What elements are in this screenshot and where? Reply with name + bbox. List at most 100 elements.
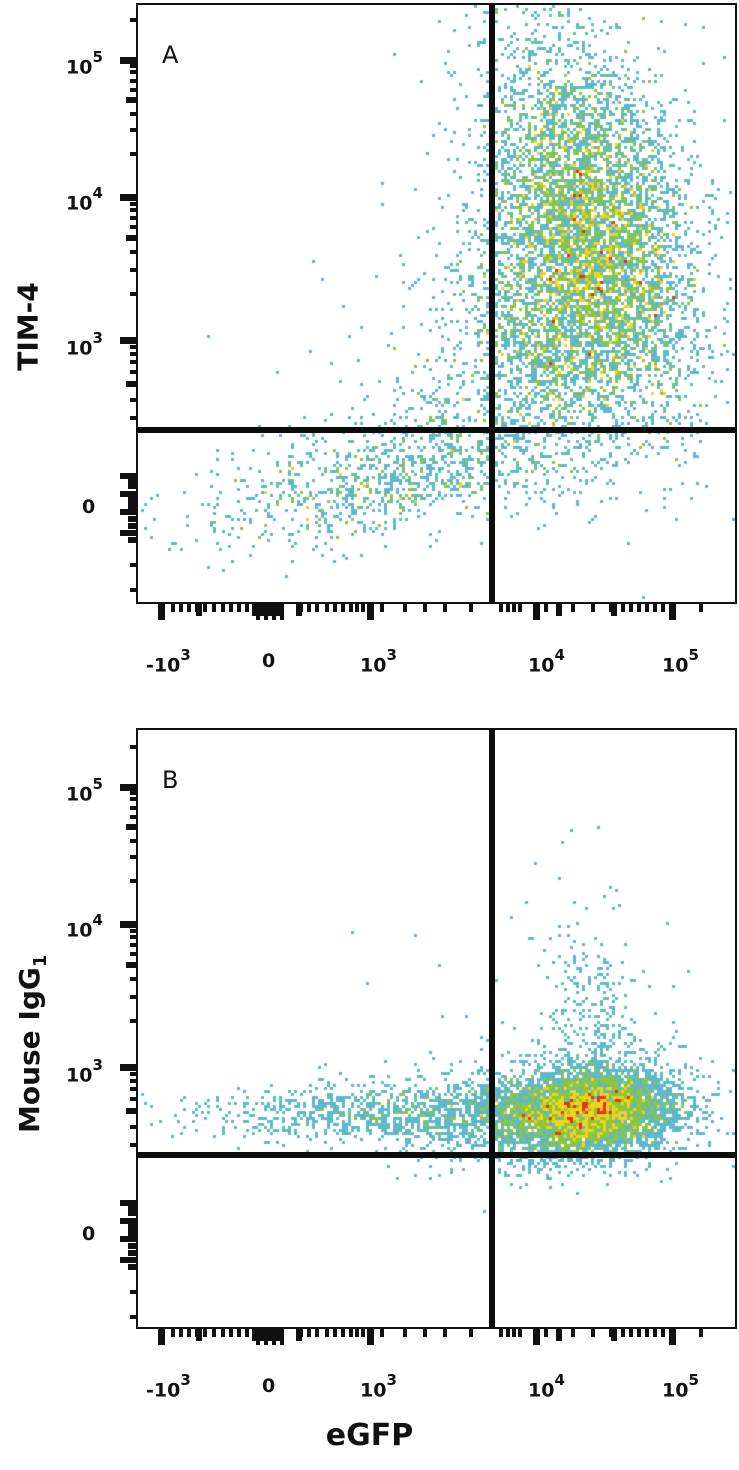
quadrant-gate-horizontal-b[interactable] xyxy=(136,1152,737,1158)
tick-mark xyxy=(333,1329,337,1337)
tick-mark xyxy=(130,79,136,83)
tick-mark xyxy=(533,604,540,620)
x-tick-label-neg1e3: -103 xyxy=(146,646,191,677)
tick-mark xyxy=(158,604,165,620)
tick-mark xyxy=(196,604,202,616)
tick-mark xyxy=(380,1329,384,1337)
y-tick-label-0: 0 xyxy=(82,496,96,518)
x-tick-label-1e4: 104 xyxy=(528,1371,565,1402)
tick-mark xyxy=(130,745,136,749)
tick-mark xyxy=(469,604,473,612)
quadrant-gate-horizontal-a[interactable] xyxy=(136,427,737,433)
tick-mark xyxy=(179,604,183,612)
tick-mark xyxy=(629,1329,633,1337)
tick-mark xyxy=(130,352,136,356)
tick-mark xyxy=(443,604,447,612)
tick-mark xyxy=(128,1210,136,1216)
tick-mark xyxy=(669,1329,676,1345)
tick-mark xyxy=(128,1205,136,1211)
tick-mark xyxy=(126,235,136,241)
tick-mark xyxy=(423,1329,427,1337)
tick-mark xyxy=(130,292,136,296)
tick-mark xyxy=(130,202,136,206)
panel-b: Mouse IgG1 105 104 103 0 B -103 0 103 10… xyxy=(0,725,739,1470)
tick-mark xyxy=(130,1079,136,1083)
tick-mark xyxy=(171,1329,175,1337)
tick-mark xyxy=(699,1329,703,1337)
tick-mark xyxy=(130,112,136,116)
tick-mark xyxy=(130,345,136,349)
tick-mark xyxy=(333,604,337,612)
tick-mark xyxy=(126,381,136,387)
tick-mark xyxy=(229,1329,233,1337)
tick-mark xyxy=(280,604,284,620)
tick-mark xyxy=(571,1329,575,1337)
tick-mark xyxy=(130,995,136,999)
tick-mark xyxy=(120,1064,136,1071)
tick-mark xyxy=(229,604,233,612)
tick-mark xyxy=(669,604,676,620)
tick-mark xyxy=(349,604,353,612)
tick-mark xyxy=(130,250,136,254)
tick-mark xyxy=(120,921,136,928)
tick-mark xyxy=(130,225,136,229)
tick-mark xyxy=(126,962,136,968)
tick-mark xyxy=(512,604,516,612)
tick-mark xyxy=(506,604,510,612)
tick-mark xyxy=(130,977,136,981)
tick-mark xyxy=(128,503,136,509)
tick-mark xyxy=(128,1230,136,1236)
tick-mark xyxy=(367,604,374,620)
tick-mark xyxy=(130,1315,136,1319)
tick-mark xyxy=(130,1143,136,1147)
tick-mark xyxy=(268,1329,272,1341)
tick-mark xyxy=(349,1329,353,1337)
tick-mark xyxy=(120,57,136,64)
tick-mark xyxy=(120,337,136,344)
tick-mark xyxy=(120,1236,136,1242)
tick-mark xyxy=(423,604,427,612)
tick-mark xyxy=(130,839,136,843)
tick-mark xyxy=(469,1329,473,1337)
tick-mark xyxy=(130,398,136,402)
tick-mark xyxy=(120,1218,136,1224)
tick-mark xyxy=(256,1329,260,1345)
tick-mark xyxy=(276,604,280,616)
tick-mark xyxy=(268,604,272,616)
tick-mark xyxy=(256,604,260,620)
tick-mark xyxy=(512,1329,516,1337)
panel-letter-a: A xyxy=(162,41,179,69)
tick-mark xyxy=(203,1329,207,1337)
tick-mark xyxy=(621,1329,625,1337)
tick-mark xyxy=(296,604,302,616)
quadrant-gate-vertical-b[interactable] xyxy=(489,728,495,1329)
tick-mark xyxy=(130,935,136,939)
tick-mark xyxy=(130,943,136,947)
tick-mark xyxy=(556,604,562,616)
tick-mark xyxy=(699,604,703,612)
tick-mark xyxy=(645,1329,649,1337)
tick-mark xyxy=(637,604,641,612)
tick-mark xyxy=(130,791,136,795)
tick-mark xyxy=(260,604,264,616)
tick-mark xyxy=(611,604,617,616)
tick-mark xyxy=(237,604,241,612)
tick-mark xyxy=(130,152,136,156)
tick-mark xyxy=(130,806,136,810)
tick-mark xyxy=(128,523,136,529)
quadrant-gate-vertical-a[interactable] xyxy=(489,3,495,604)
tick-mark xyxy=(130,855,136,859)
panel-letter-b: B xyxy=(162,766,179,794)
tick-mark xyxy=(355,1329,359,1337)
tick-mark xyxy=(212,604,216,612)
plot-area-b: B xyxy=(136,728,737,1329)
x-tick-label-1e4: 104 xyxy=(528,646,565,677)
tick-mark xyxy=(130,1019,136,1023)
tick-mark xyxy=(120,1200,136,1206)
tick-mark xyxy=(126,97,136,103)
tick-mark xyxy=(196,1329,202,1341)
x-tick-label-0: 0 xyxy=(262,1375,276,1397)
tick-mark xyxy=(629,604,633,612)
x-tick-label-1e3: 103 xyxy=(360,646,397,677)
tick-mark xyxy=(280,1329,284,1345)
